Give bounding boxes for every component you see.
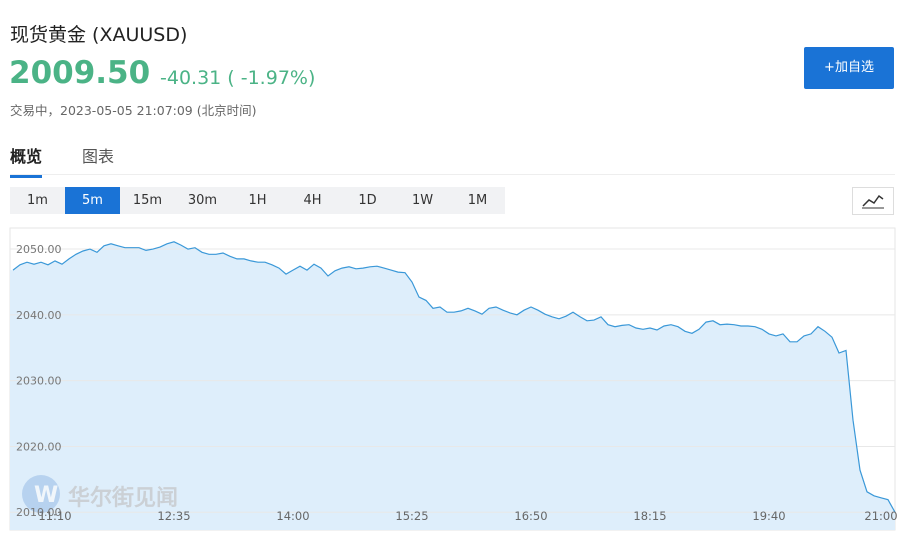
- interval-button[interactable]: 4H: [303, 193, 322, 208]
- interval-button[interactable]: 1m: [27, 193, 48, 208]
- interval-button[interactable]: 15m: [132, 193, 163, 208]
- interval-button[interactable]: 30m: [187, 193, 218, 208]
- chart-type-icon: [862, 194, 884, 209]
- y-tick-label: 2040.00: [16, 309, 62, 322]
- watermark-logo-letter: W: [34, 483, 58, 508]
- tab[interactable]: 概览: [10, 143, 43, 178]
- interval-bar: 1m 5m 15m 30m 1H 4H 1D 1W 1M: [10, 187, 505, 214]
- x-tick-label: 19:40: [752, 509, 785, 523]
- interval-button[interactable]: 5m: [65, 187, 120, 214]
- watermark-logo: [22, 475, 60, 513]
- x-tick-label: 16:50: [514, 509, 547, 523]
- tab[interactable]: 图表: [82, 147, 115, 166]
- chart-type-button[interactable]: [852, 187, 894, 215]
- status: 交易中，2023-05-05 21:07:09 (北京时间): [10, 103, 257, 118]
- price: 2009.50: [9, 55, 151, 91]
- add-watchlist-button[interactable]: +加自选: [804, 47, 894, 89]
- y-tick-label: 2020.00: [16, 440, 62, 453]
- interval-button[interactable]: 1M: [467, 193, 488, 208]
- y-tick-label: 2050.00: [16, 243, 62, 256]
- price-change: -40.31 ( -1.97%): [160, 67, 316, 89]
- x-tick-label: 21:00: [864, 509, 897, 523]
- interval-button[interactable]: 1H: [248, 193, 267, 208]
- x-tick-label: 15:25: [395, 509, 428, 523]
- watermark: 华尔街见闻: [68, 485, 178, 511]
- interval-button[interactable]: 1W: [411, 193, 434, 208]
- title: 现货黄金 (XAUUSD): [10, 24, 188, 46]
- line: [12, 241, 896, 513]
- x-tick-label: 18:15: [633, 509, 666, 523]
- y-tick-label: 2010.00: [16, 506, 62, 519]
- x-tick-label: 12:35: [157, 509, 190, 523]
- x-tick-label: 11:10: [38, 509, 71, 523]
- interval-button[interactable]: 1D: [358, 193, 377, 208]
- y-tick-label: 2030.00: [16, 375, 62, 388]
- area: [10, 241, 895, 531]
- x-tick-label: 14:00: [276, 509, 309, 523]
- tabs: 概览 图表: [10, 140, 895, 178]
